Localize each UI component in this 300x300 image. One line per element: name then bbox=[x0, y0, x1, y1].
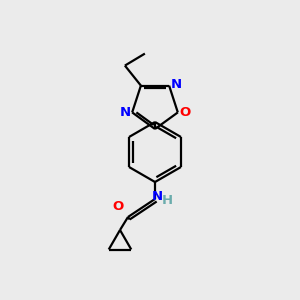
Text: N: N bbox=[170, 78, 182, 91]
Text: N: N bbox=[152, 190, 163, 203]
Text: O: O bbox=[179, 106, 190, 119]
Text: N: N bbox=[120, 106, 131, 119]
Text: H: H bbox=[161, 194, 172, 208]
Text: O: O bbox=[112, 200, 124, 214]
